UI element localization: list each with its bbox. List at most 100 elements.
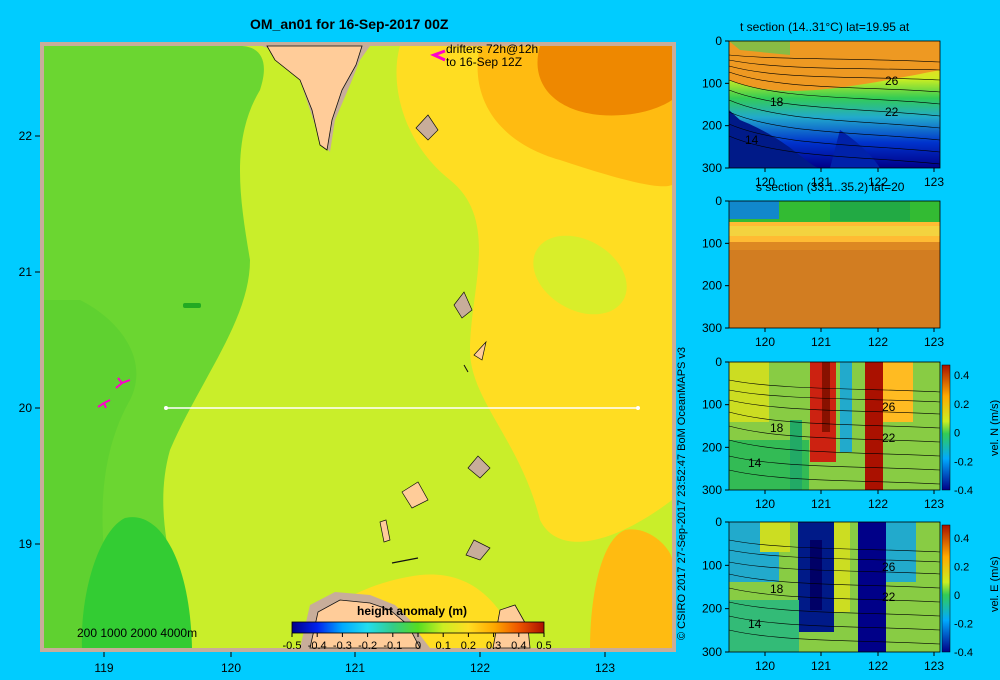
panel-xtick-label: 123 <box>924 497 944 511</box>
panel-xtick-label: 121 <box>811 335 831 349</box>
colorbar: -0.5 -0.4 -0.3 -0.2 -0.1 0 0.1 0.2 0.3 0.4 0.5 <box>283 621 552 652</box>
panel-cb-tick-label: 0 <box>954 428 960 440</box>
drifter-track-2 <box>115 377 131 389</box>
panel-2-ticks: 120 121 122 123 0 100 200 300 <box>702 194 944 349</box>
main-ytick-label: 21 <box>19 265 33 279</box>
colorbar-tick-label: 0.4 <box>511 640 526 652</box>
colorbar-gradient <box>291 621 545 634</box>
main-map-plot <box>40 42 676 652</box>
panel-ytick-label: 0 <box>715 34 722 48</box>
panel-3-colorbar <box>941 364 951 491</box>
panel-3-ticks: 120 121 122 123 0 100 200 300 <box>702 355 944 511</box>
colorbar-tick-label: 0.3 <box>486 640 501 652</box>
island-3 <box>473 340 487 361</box>
main-xtick-label: 122 <box>470 661 490 675</box>
colorbar-tick-label: -0.2 <box>358 640 377 652</box>
panel-4-ticks: 120 121 122 123 0 100 200 300 <box>702 515 944 673</box>
panel-xtick-label: 120 <box>755 335 775 349</box>
drifter-track-1 <box>97 399 111 409</box>
main-xtick-label: 123 <box>595 661 615 675</box>
panel-1-contour-22: 22 <box>885 105 899 119</box>
colorbar-title: height anomaly (m) <box>357 604 468 618</box>
panel-cb-tick-label: -0.2 <box>954 456 973 468</box>
section-end <box>636 406 640 410</box>
colorbar-ticks: -0.5 -0.4 -0.3 -0.2 -0.1 0 0.1 0.2 0.3 0.4 0.5 <box>283 633 552 652</box>
drifters-line1: drifters 72h@12h <box>446 42 539 56</box>
colorbar-tick-label: -0.5 <box>283 640 302 652</box>
island-2 <box>453 291 473 319</box>
panel-cb-tick-label: 0.4 <box>954 370 969 382</box>
colorbar-tick-label: -0.3 <box>333 640 352 652</box>
section-panels: t section (14..31°C) lat=19.95 at 26 22 … <box>702 20 1000 673</box>
panel-1-contour-18: 18 <box>770 95 784 109</box>
panel-ytick-label: 100 <box>702 76 722 90</box>
panel-3-contour-26: 26 <box>882 400 896 414</box>
panel-4-contour-22: 22 <box>882 590 896 604</box>
panel-ytick-label: 100 <box>702 398 722 412</box>
land-taiwan <box>266 45 363 151</box>
island-4 <box>467 455 491 479</box>
panel-4-contour-18: 18 <box>770 582 784 596</box>
panel-2-title: s section (33.1..35.2) lat=20 <box>756 180 905 194</box>
panel-xtick-label: 120 <box>755 175 775 189</box>
panel-ytick-label: 300 <box>702 321 722 335</box>
panel-cb-tick-label: 0 <box>954 590 960 602</box>
panel-xtick-label: 121 <box>811 659 831 673</box>
field-region-west-inner <box>44 300 137 648</box>
panel-ytick-label: 200 <box>702 602 722 616</box>
panel-ytick-label: 300 <box>702 161 722 175</box>
panel-xtick-label: 123 <box>924 659 944 673</box>
panel-xtick-label: 120 <box>755 659 775 673</box>
panel-ytick-label: 0 <box>715 355 722 369</box>
main-ytick-label: 19 <box>19 537 33 551</box>
panel-xtick-label: 123 <box>924 175 944 189</box>
panel-xtick-label: 122 <box>868 335 888 349</box>
panel-salinity: s section (33.1..35.2) lat=20 120 121 122 1… <box>702 180 944 349</box>
panel-cb-tick-label: -0.4 <box>954 647 973 659</box>
panel-xtick-label: 123 <box>924 335 944 349</box>
panel-ytick-label: 0 <box>715 515 722 529</box>
colorbar-tick-label: 0 <box>415 640 421 652</box>
panel-ytick-label: 300 <box>702 483 722 497</box>
drifter-legend-arrow <box>430 49 446 62</box>
panel-xtick-label: 122 <box>868 659 888 673</box>
island-8 <box>391 557 419 564</box>
island-7 <box>465 539 491 561</box>
colorbar-tick-label: 0.5 <box>536 640 551 652</box>
field-region-low <box>81 517 192 648</box>
panel-cb-tick-label: -0.2 <box>954 619 973 631</box>
panel-1-contour-14: 14 <box>745 133 759 147</box>
panel-temperature: t section (14..31°C) lat=19.95 at 26 22 … <box>702 20 944 189</box>
main-ytick-label: 20 <box>19 401 33 415</box>
panel-3-contour-18: 18 <box>770 421 784 435</box>
panel-ytick-label: 0 <box>715 194 722 208</box>
main-ytick-label: 22 <box>19 129 33 143</box>
panel-cb-tick-label: 0.2 <box>954 562 969 574</box>
small-feature <box>183 303 201 308</box>
panel-xtick-label: 121 <box>811 175 831 189</box>
colorbar-tick-label: -0.4 <box>308 640 327 652</box>
section-start <box>164 406 168 410</box>
main-map-title: OM_an01 for 16-Sep-2017 00Z <box>250 16 449 32</box>
field-region-east-core <box>537 46 672 116</box>
panel-xtick-label: 122 <box>868 497 888 511</box>
panel-4-cb-label: vel. E (m/s) <box>989 556 1000 612</box>
colorbar-tick-label: 0.1 <box>436 640 451 652</box>
panel-xtick-label: 121 <box>811 497 831 511</box>
panel-xtick-label: 120 <box>755 497 775 511</box>
panel-ytick-label: 200 <box>702 119 722 133</box>
panel-4-contour-14: 14 <box>748 617 762 631</box>
panel-cb-tick-label: 0.2 <box>954 399 969 411</box>
island-5 <box>401 481 429 509</box>
island-9 <box>463 364 469 373</box>
main-map-axes: 119 120 121 122 123 22 21 20 19 <box>19 129 616 675</box>
panel-ytick-label: 200 <box>702 440 722 454</box>
main-map-xticks: 119 120 121 122 123 <box>94 652 615 675</box>
panel-ytick-label: 100 <box>702 558 722 572</box>
panel-3-cb-ticks: 0.4 0.2 0 -0.2 -0.4 <box>954 370 973 497</box>
field-region-bump <box>533 235 627 315</box>
panel-xtick-label: 122 <box>868 175 888 189</box>
island-1 <box>415 114 439 141</box>
colorbar-tick-label: 0.2 <box>461 640 476 652</box>
panel-ytick-label: 300 <box>702 645 722 659</box>
